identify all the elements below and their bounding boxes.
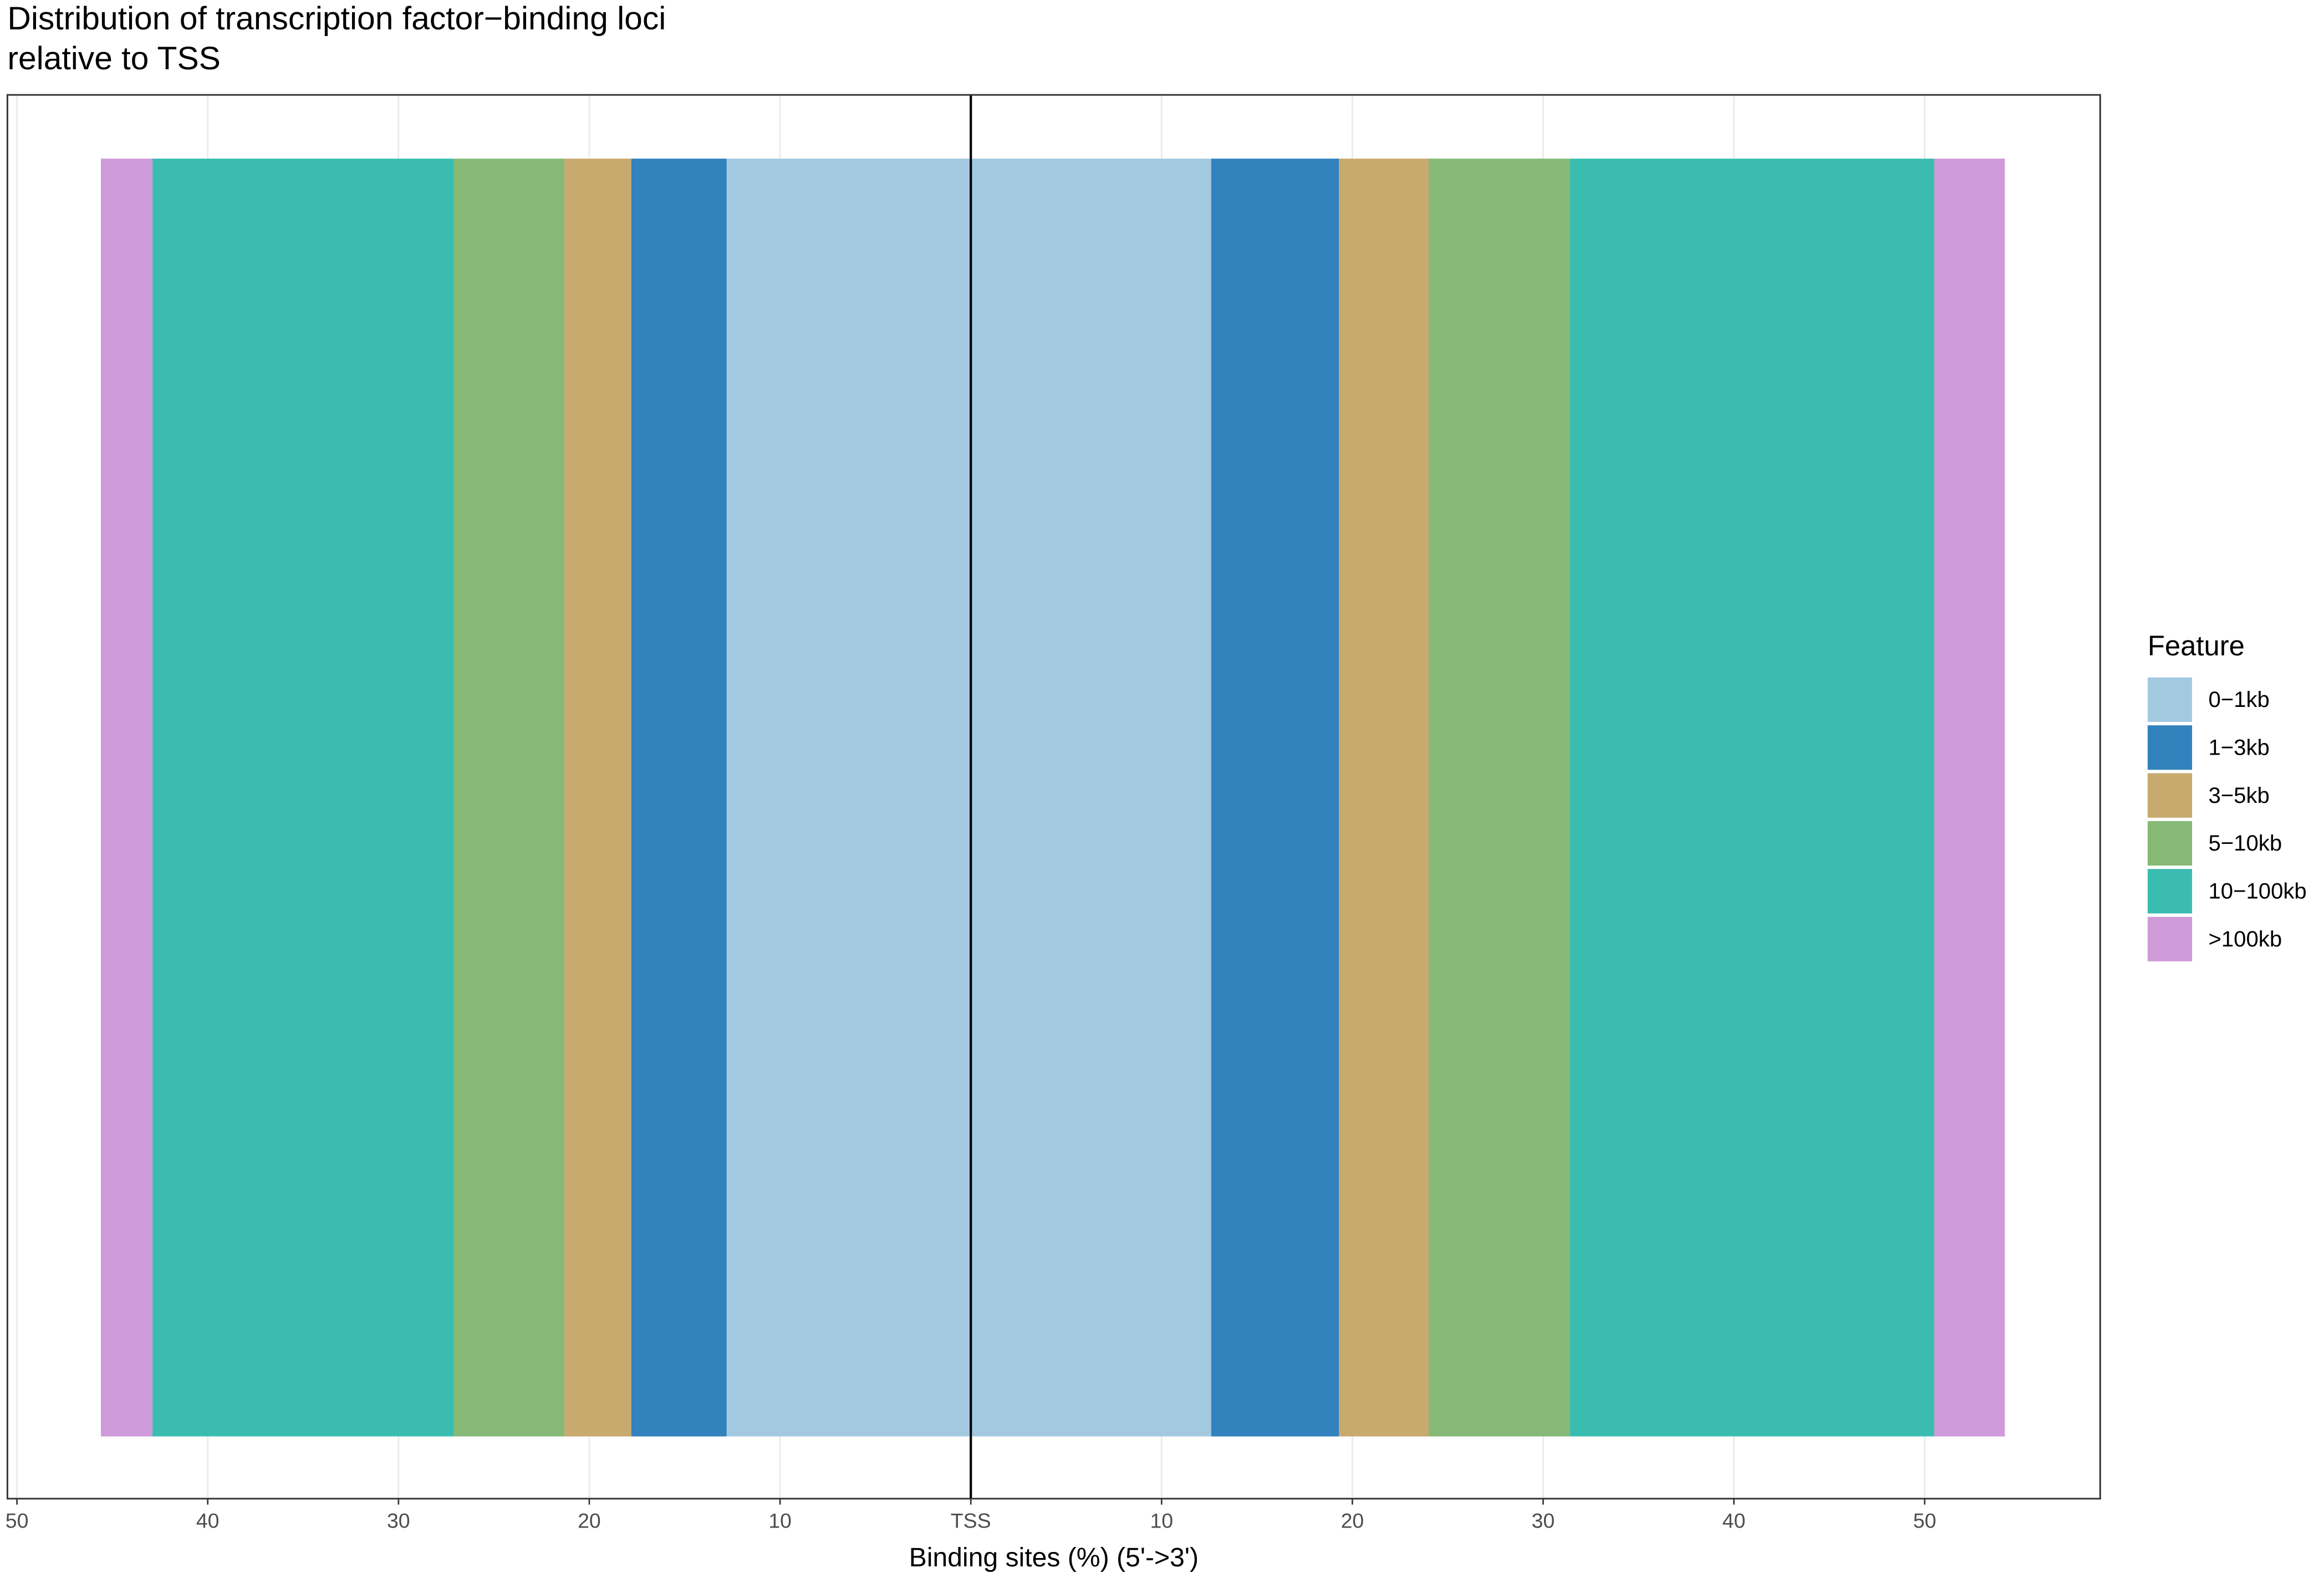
x-tick-label: 10 bbox=[768, 1509, 792, 1533]
chart-title: Distribution of transcription factor−bin… bbox=[7, 1, 666, 37]
legend-label: 3−5kb bbox=[2208, 783, 2269, 808]
legend-label: 10−100kb bbox=[2208, 879, 2306, 904]
bar-segment bbox=[631, 159, 727, 1437]
x-axis-title: Binding sites (%) (5'->3') bbox=[909, 1543, 1199, 1572]
bar-segment bbox=[971, 159, 1211, 1437]
bar-segment bbox=[564, 159, 631, 1437]
legend-key bbox=[2147, 725, 2193, 770]
bar-segment bbox=[152, 159, 454, 1437]
x-tick-label: 10 bbox=[1150, 1509, 1173, 1533]
legend-label: >100kb bbox=[2208, 927, 2282, 951]
x-tick-label: 40 bbox=[196, 1509, 220, 1533]
x-tick-label: TSS bbox=[951, 1509, 991, 1533]
bar-segment bbox=[1339, 159, 1429, 1437]
x-tick-label: 50 bbox=[1913, 1509, 1936, 1533]
x-tick-label: 30 bbox=[1532, 1509, 1555, 1533]
bar-segment bbox=[453, 159, 565, 1437]
bar-segment bbox=[100, 159, 152, 1437]
legend-title: Feature bbox=[2148, 630, 2245, 661]
x-tick-label: 40 bbox=[1722, 1509, 1746, 1533]
x-tick-label: 50 bbox=[6, 1509, 29, 1533]
bar-segment bbox=[726, 159, 971, 1437]
bar-segment bbox=[1211, 159, 1339, 1437]
legend-label: 1−3kb bbox=[2208, 736, 2269, 760]
x-tick-label: 20 bbox=[1341, 1509, 1364, 1533]
x-tick-label: 30 bbox=[387, 1509, 410, 1533]
panel-border bbox=[6, 94, 2101, 1500]
bar-segment bbox=[1429, 159, 1570, 1437]
legend-label: 0−1kb bbox=[2208, 688, 2269, 712]
bar-segment bbox=[1569, 159, 1934, 1437]
x-tick-label: 20 bbox=[578, 1509, 601, 1533]
legend-key bbox=[2147, 869, 2193, 914]
legend-key bbox=[2147, 821, 2193, 866]
legend-key bbox=[2147, 773, 2193, 818]
bar-segment bbox=[1934, 159, 2005, 1437]
legend-key bbox=[2147, 917, 2193, 961]
legend-label: 5−10kb bbox=[2208, 831, 2282, 856]
legend-key bbox=[2147, 677, 2193, 722]
chart-title: relative to TSS bbox=[7, 40, 221, 77]
